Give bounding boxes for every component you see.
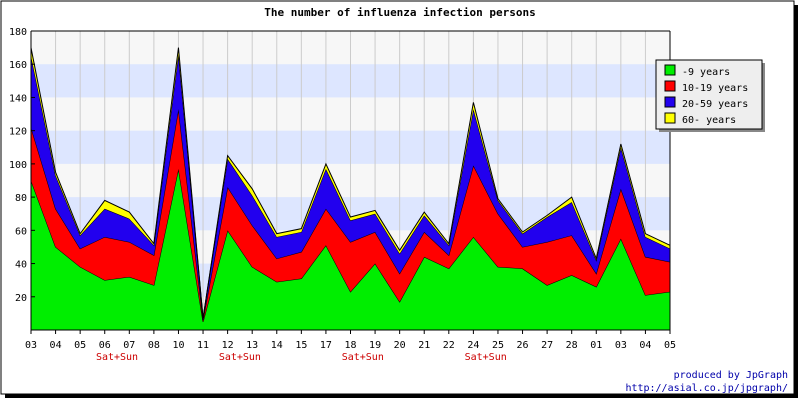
x-tick-label: 22 [443,340,455,351]
weekend-labels: Sat+Sun Sat+Sun Sat+Sun Sat+Sun [96,352,507,363]
x-tick-label: 07 [123,340,135,351]
y-axis-labels: 20 40 60 80 100 120 140 160 180 [9,27,27,304]
x-tick-label: 13 [246,340,258,351]
x-tick-label: 05 [664,340,676,351]
area-outline-3 [30,47,671,319]
x-tick-label: 27 [541,340,553,351]
y-tick-label: 180 [9,27,27,38]
footer-credit: produced by JpGraph [674,370,788,381]
x-tick-label: 01 [590,340,602,351]
legend-label-1: 10-19 years [682,83,748,94]
x-tick-label: 11 [197,340,209,351]
y-tick-label: 120 [9,127,27,138]
x-tick-label: 28 [566,340,578,351]
x-tick-label: 25 [492,340,504,351]
legend-label-2: 20-59 years [682,99,748,110]
area-series-1 [31,109,670,322]
x-tick-label: 10 [172,340,184,351]
legend-swatch-2 [664,96,676,108]
legend-label-3: 60- years [682,115,736,126]
area-series-0 [31,168,670,330]
y-tick-label: 80 [15,193,27,204]
x-tick-label: 05 [74,340,86,351]
legend: -9 years 10-19 years 20-59 years 60- years [655,59,765,132]
x-tick-label: 03 [25,340,37,351]
weekend-label: Sat+Sun [342,352,384,363]
x-tick-label: 14 [271,340,283,351]
x-tick-label: 20 [394,340,406,351]
x-tick-label: 19 [369,340,381,351]
legend-swatch-1 [664,80,676,92]
chart-title: The number of influenza infection person… [264,6,536,19]
y-tick-label: 100 [9,160,27,171]
x-tick-label: 21 [418,340,430,351]
x-tick-label: 17 [320,340,332,351]
x-tick-label: 08 [148,340,160,351]
y-tick-label: 60 [15,226,27,237]
y-tick-label: 40 [15,260,27,271]
weekend-label: Sat+Sun [465,352,507,363]
x-tick-label: 06 [99,340,111,351]
footer-url[interactable]: http://asial.co.jp/jpgraph/ [625,383,788,394]
x-tick-label: 04 [50,340,62,351]
legend-swatch-3 [664,112,676,124]
x-axis-labels: 03 04 05 06 07 08 10 11 12 13 14 15 17 18 19 20 21 22 24 25… [25,340,676,351]
x-tick-label: 03 [615,340,627,351]
y-tick-label: 160 [9,60,27,71]
legend-label-0: -9 years [682,67,730,78]
x-tick-label: 15 [295,340,307,351]
x-tick-label: 24 [467,340,479,351]
plot-areas [30,47,671,330]
legend-swatch-0 [664,64,676,76]
weekend-label: Sat+Sun [96,352,138,363]
x-tick-label: 18 [344,340,356,351]
x-tick-label: 04 [639,340,651,351]
y-tick-label: 140 [9,93,27,104]
y-tick-label: 20 [15,293,27,304]
x-tick-label: 12 [222,340,234,351]
x-tick-label: 26 [517,340,529,351]
weekend-label: Sat+Sun [219,352,261,363]
